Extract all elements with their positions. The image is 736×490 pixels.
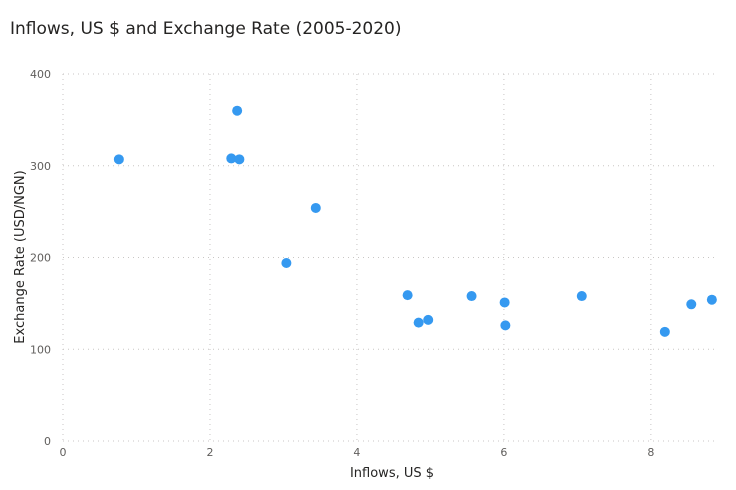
data-point xyxy=(402,290,413,301)
data-point xyxy=(234,154,245,165)
chart-title: Inflows, US $ and Exchange Rate (2005-20… xyxy=(10,19,402,39)
data-point xyxy=(232,105,243,116)
x-tick-label: 0 xyxy=(60,446,67,459)
data-point xyxy=(466,291,477,302)
data-point xyxy=(706,294,717,305)
data-point xyxy=(499,297,510,308)
y-axis-tick-labels: 0 100 200 300 400 xyxy=(30,68,51,448)
data-point xyxy=(576,291,587,302)
y-tick-label: 100 xyxy=(30,343,51,356)
data-point xyxy=(310,202,321,213)
y-axis-title: Exchange Rate (USD/NGN) xyxy=(13,170,28,343)
grid-lines xyxy=(62,73,717,442)
data-point xyxy=(113,154,124,165)
y-tick-label: 400 xyxy=(30,68,51,81)
y-tick-label: 300 xyxy=(30,160,51,173)
x-axis-tick-labels: 0 2 4 6 8 xyxy=(60,446,655,459)
data-point xyxy=(659,326,670,337)
data-point xyxy=(281,258,292,269)
data-point xyxy=(423,314,434,325)
data-points xyxy=(113,105,717,337)
data-point xyxy=(226,153,237,164)
x-tick-label: 6 xyxy=(500,446,507,459)
data-point xyxy=(686,299,697,310)
y-tick-label: 0 xyxy=(44,435,51,448)
x-axis-title: Inflows, US $ xyxy=(350,466,434,481)
data-point xyxy=(413,317,424,328)
x-tick-label: 4 xyxy=(353,446,360,459)
x-tick-label: 8 xyxy=(647,446,654,459)
x-tick-label: 2 xyxy=(206,446,213,459)
y-tick-label: 200 xyxy=(30,252,51,265)
data-point xyxy=(500,320,511,331)
